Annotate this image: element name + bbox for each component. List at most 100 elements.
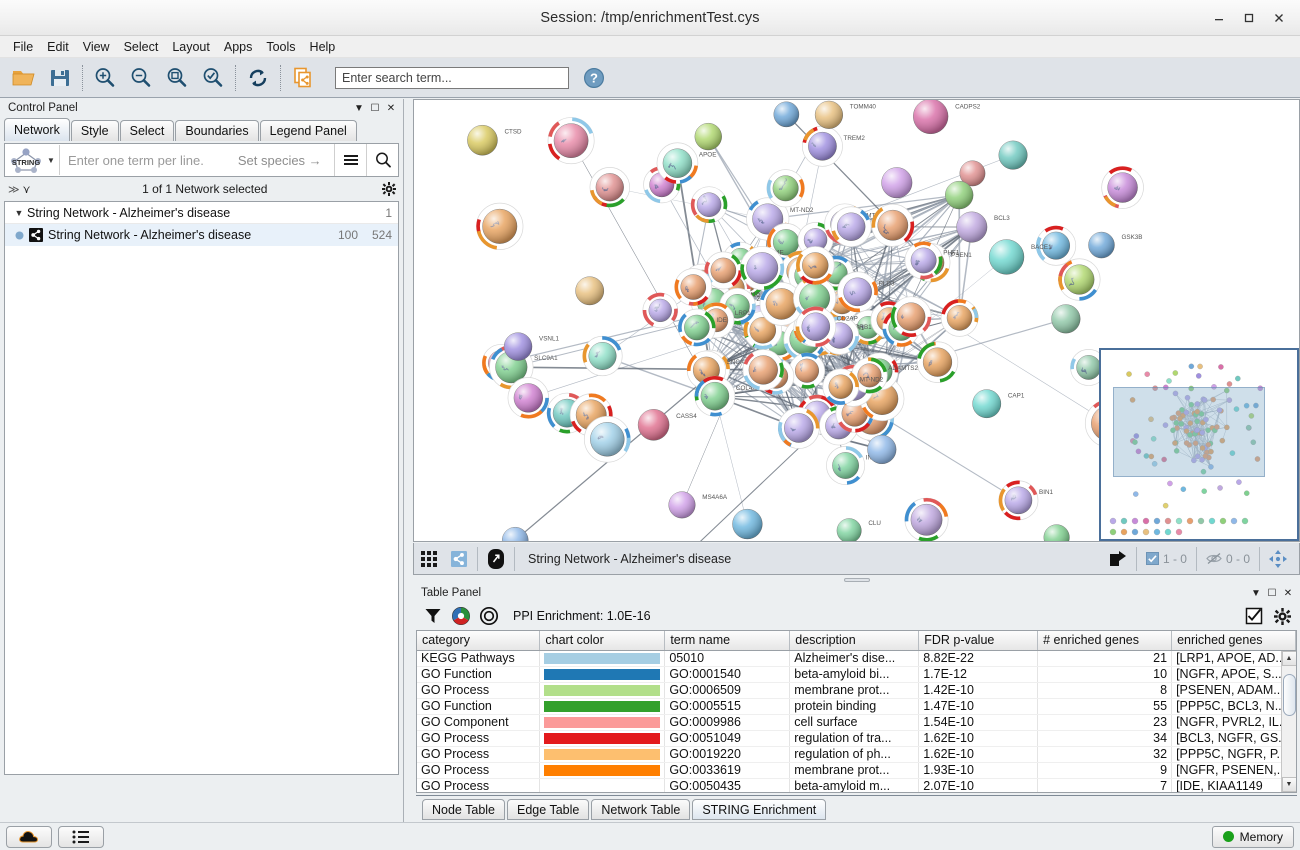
chart-color-button[interactable]	[447, 603, 475, 629]
network-node[interactable]	[1035, 225, 1077, 266]
col-enriched-count[interactable]: # enriched genes	[1037, 631, 1173, 651]
network-node[interactable]	[476, 202, 524, 250]
network-node[interactable]	[881, 167, 913, 199]
network-node[interactable]	[867, 434, 897, 465]
table-row[interactable]: GO Function GO:0005515 protein binding 1.47…	[417, 698, 1296, 715]
tab-edge-table[interactable]: Edge Table	[507, 799, 590, 820]
network-node[interactable]	[674, 268, 713, 306]
gear-icon[interactable]	[379, 182, 399, 196]
network-node[interactable]	[742, 349, 785, 391]
scrollbar-thumb[interactable]	[1282, 674, 1296, 716]
network-list[interactable]: ▼ String Network - Alzheimer's disease 1	[4, 201, 399, 775]
fit-content-button[interactable]	[1263, 544, 1293, 574]
network-node[interactable]: IDE	[677, 308, 727, 347]
tab-network[interactable]: Network	[4, 118, 70, 141]
network-node[interactable]: MT-ND2	[822, 368, 884, 406]
splitter-grip[interactable]	[843, 577, 870, 582]
network-graph[interactable]: MT-ND2CD2APMS4A4EABCA7MTHFD1LPSEN1ADAM10…	[414, 100, 1300, 542]
zoom-in-button[interactable]	[87, 61, 123, 95]
network-node[interactable]	[871, 203, 915, 247]
table-row[interactable]: GO Function GO:0001540 beta-amyloid bi... 1…	[417, 666, 1296, 683]
network-node[interactable]	[1058, 258, 1101, 301]
menu-layout[interactable]: Layout	[172, 39, 210, 54]
zoom-fit-button[interactable]	[159, 61, 195, 95]
tab-string-enrichment[interactable]: STRING Enrichment	[692, 799, 827, 820]
donut-chart-button[interactable]	[475, 603, 503, 629]
network-node[interactable]	[1051, 304, 1081, 334]
save-button[interactable]	[42, 61, 78, 95]
network-node[interactable]	[793, 276, 837, 320]
tab-node-table[interactable]: Node Table	[422, 799, 506, 820]
network-node[interactable]: CLU	[836, 518, 881, 542]
string-logo-icon[interactable]: STRING	[5, 144, 47, 176]
menu-select[interactable]: Select	[123, 39, 159, 54]
table-row[interactable]: GO Process GO:0051049 regulation of tra...…	[417, 730, 1296, 747]
memory-status-button[interactable]: Memory	[1211, 825, 1294, 848]
network-node[interactable]	[788, 352, 826, 389]
minimize-button[interactable]	[1204, 3, 1234, 33]
table-row[interactable]: GO Process GO:0050435 beta-amyloid m... 2.0…	[417, 778, 1296, 792]
expand-arrow-icon[interactable]: ▼	[14, 207, 24, 218]
network-node[interactable]	[690, 186, 728, 224]
tab-style[interactable]: Style	[70, 120, 119, 141]
col-description[interactable]: description	[789, 631, 920, 651]
tab-legend-panel[interactable]: Legend Panel	[259, 120, 357, 141]
set-species-link[interactable]: Set species →	[237, 152, 322, 168]
close-button[interactable]	[1264, 3, 1294, 33]
select-all-button[interactable]	[1240, 603, 1268, 629]
network-node[interactable]	[890, 296, 932, 338]
selected-nodes-indicator[interactable]: 1 - 0	[1140, 552, 1193, 566]
network-node[interactable]: BIN1	[998, 480, 1054, 521]
tab-select[interactable]: Select	[119, 120, 175, 141]
menu-tools[interactable]: Tools	[266, 39, 296, 54]
network-node[interactable]	[945, 180, 974, 210]
network-node[interactable]	[940, 298, 979, 337]
table-vertical-scrollbar[interactable]: ▲ ▼	[1281, 651, 1296, 792]
network-node[interactable]: CASS4	[637, 409, 697, 441]
help-button[interactable]: ?	[581, 65, 607, 91]
string-term-input[interactable]: Enter one term per line. Set species →	[60, 153, 334, 168]
network-node[interactable]: GSK3B	[1088, 231, 1142, 259]
refresh-button[interactable]	[240, 61, 276, 95]
menu-apps[interactable]: Apps	[223, 39, 253, 54]
network-node[interactable]	[582, 335, 623, 377]
network-node[interactable]: TREM2	[801, 125, 865, 167]
export-network-button[interactable]	[285, 61, 321, 95]
menu-edit[interactable]: Edit	[47, 39, 69, 54]
network-node[interactable]	[1043, 524, 1070, 542]
network-node[interactable]	[916, 341, 959, 383]
network-node[interactable]	[773, 101, 800, 128]
menu-view[interactable]: View	[82, 39, 110, 54]
tab-boundaries[interactable]: Boundaries	[175, 120, 259, 141]
network-node[interactable]	[743, 310, 783, 350]
network-node[interactable]	[575, 276, 605, 306]
tab-network-table[interactable]: Network Table	[591, 799, 691, 820]
network-node[interactable]	[1101, 166, 1144, 209]
col-fdr-pvalue[interactable]: FDR p-value	[918, 631, 1039, 651]
string-dropdown-caret-icon[interactable]: ▼	[47, 155, 55, 165]
network-node[interactable]	[740, 246, 785, 291]
chevron-down-icon[interactable]: ▼	[354, 102, 364, 114]
network-node[interactable]	[759, 282, 804, 326]
network-node[interactable]	[643, 166, 681, 204]
network-node[interactable]: VSNL1	[503, 332, 559, 361]
maximize-button[interactable]	[1234, 3, 1264, 33]
export-image-button[interactable]	[1103, 544, 1133, 574]
network-node[interactable]	[732, 508, 763, 540]
enrichment-table-body[interactable]: KEGG Pathways 05010 Alzheimer's dise... 8.8…	[417, 650, 1296, 792]
close-panel-icon[interactable]: ✕	[1283, 587, 1293, 599]
cloud-button[interactable]	[6, 825, 52, 848]
network-node[interactable]: TOMM40	[814, 100, 876, 129]
scroll-down-arrow-icon[interactable]: ▼	[1281, 777, 1296, 792]
panel-splitter[interactable]	[413, 575, 1300, 584]
float-panel-icon[interactable]: ☐	[1267, 587, 1277, 599]
menu-help[interactable]: Help	[309, 39, 336, 54]
table-row[interactable]: KEGG Pathways 05010 Alzheimer's dise... 8.8…	[417, 650, 1296, 667]
network-node[interactable]	[547, 117, 595, 165]
scroll-up-arrow-icon[interactable]: ▲	[1281, 651, 1296, 666]
network-node[interactable]	[904, 497, 949, 541]
network-node[interactable]: PLD3	[837, 271, 895, 313]
network-node[interactable]	[589, 167, 631, 208]
grid-layout-button[interactable]	[414, 544, 444, 574]
zoom-out-button[interactable]	[123, 61, 159, 95]
